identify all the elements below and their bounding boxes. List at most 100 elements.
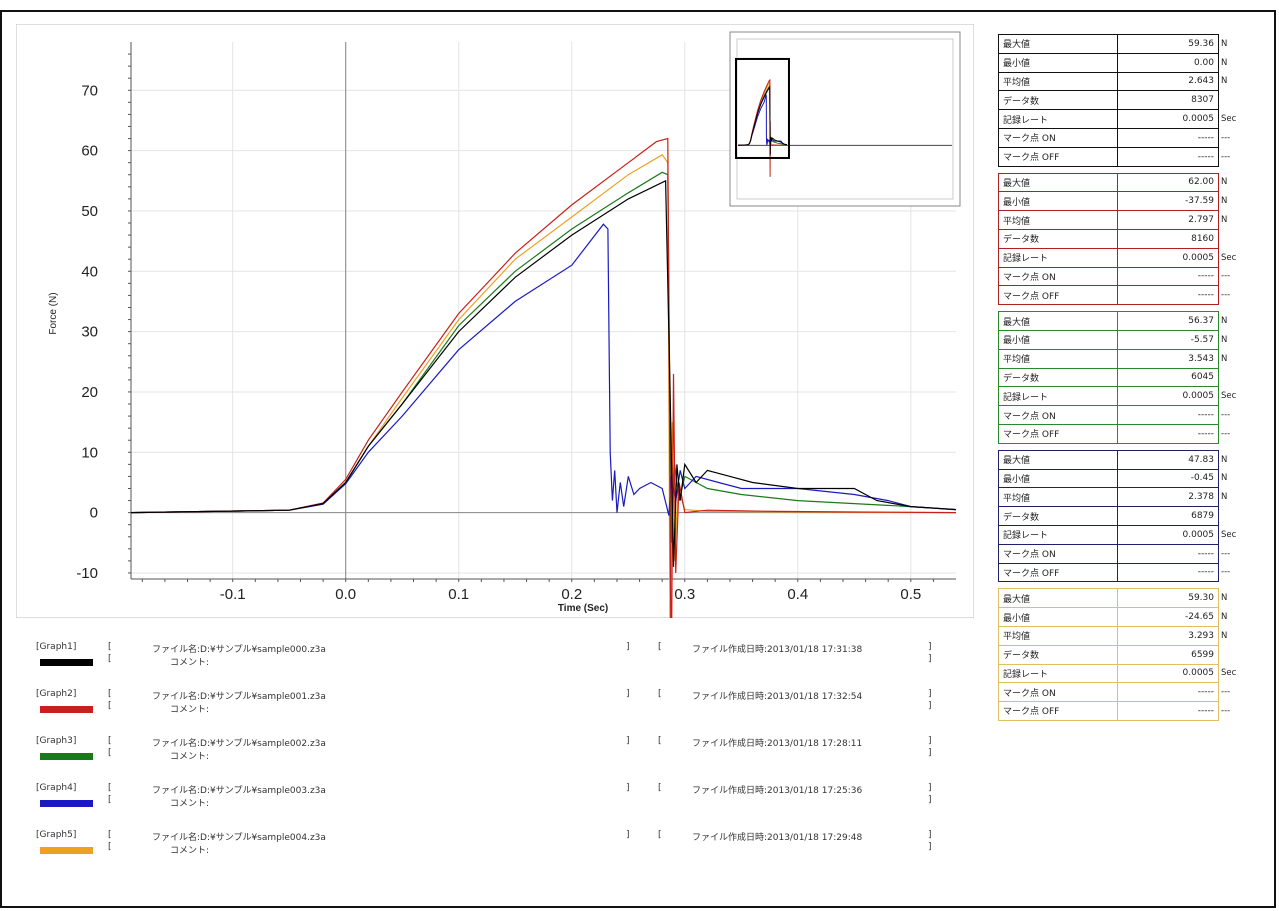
legend-bracket: ] (626, 783, 630, 793)
stats-label: 最小値 (998, 607, 1118, 627)
stats-unit: N (1221, 196, 1228, 207)
legend-color-swatch (40, 847, 93, 854)
stats-label: データ数 (998, 90, 1118, 111)
legend-file-date: ファイル作成日時:2013/01/18 17:29:48 (692, 833, 863, 843)
legend-color-swatch (40, 753, 93, 760)
x-tick-label: 0.3 (674, 586, 695, 603)
x-tick-label: 0.1 (448, 586, 469, 603)
legend-bracket: [ (658, 642, 662, 652)
stats-row: 平均値 2.797 N (998, 210, 1244, 230)
stats-row: 記録レート 0.0005 Sec (998, 524, 1244, 545)
legend-bracket: [ (108, 842, 112, 852)
stats-value: ----- (1117, 127, 1219, 148)
legend-bracket: [ (108, 654, 112, 664)
stats-label: 最小値 (998, 468, 1118, 489)
stats-value: -24.65 (1117, 607, 1219, 627)
legend-bracket: [ (108, 783, 112, 793)
stats-value: 6599 (1117, 644, 1219, 665)
legend-file-date: ファイル作成日時:2013/01/18 17:32:54 (692, 692, 863, 702)
legend-bracket: ] (928, 701, 932, 711)
legend-bracket: ] (928, 654, 932, 664)
stats-value: ----- (1117, 701, 1219, 721)
stats-value: -37.59 (1117, 191, 1219, 212)
statistics-panel: 最大値 59.36 N 最小値 0.00 N 平均値 2.643 N データ数 8307 記録レート 0… (998, 34, 1266, 727)
inset-viewport-box[interactable] (735, 57, 790, 159)
stats-value: 59.36 (1117, 34, 1219, 54)
stats-unit: N (1221, 215, 1228, 226)
legend-bracket: [ (658, 689, 662, 699)
stats-label: マーク点 ON (998, 543, 1118, 564)
stats-table-graph3: 最大値 56.37 N 最小値 -5.57 N 平均値 3.543 N データ数 6045 記録レート… (998, 311, 1244, 444)
plot-area: -0.1 0.0 0.1 0.2 0.3 0.4 0.5 -10 0 10 20 30 40 50 60 70… (15, 23, 975, 694)
stats-table-graph2: 最大値 62.00 N 最小値 -37.59 N 平均値 2.797 N データ数 8160 記録レー… (998, 172, 1244, 306)
stats-label: マーク点 OFF (998, 562, 1118, 583)
stats-unit: --- (1221, 567, 1231, 578)
stats-value: 0.0005 (1117, 109, 1219, 129)
stats-row: 記録レート 0.0005 Sec (998, 386, 1244, 407)
legend-bracket: [ (658, 783, 662, 793)
stats-label: 平均値 (998, 348, 1118, 369)
series-line-graph1 (130, 179, 957, 567)
legend-bracket: ] (928, 642, 932, 652)
legend-graph-name: [Graph1] (36, 642, 77, 652)
stats-unit (1219, 645, 1244, 664)
x-tick-label: -0.1 (220, 586, 246, 603)
stats-label: 最大値 (998, 588, 1118, 609)
stats-row: マーク点 OFF ----- --- (998, 285, 1244, 306)
x-tick-label: 0.5 (900, 586, 921, 603)
stats-unit: N (1221, 316, 1228, 327)
y-tick-label: 20 (81, 384, 98, 401)
legend-bracket: [ (658, 830, 662, 840)
y-tick-label: -10 (76, 565, 98, 582)
stats-row: マーク点 OFF ----- --- (998, 701, 1244, 721)
stats-label: 平均値 (998, 625, 1118, 646)
legend-bracket: ] (626, 736, 630, 746)
stats-unit: N (1221, 492, 1228, 503)
stats-value: 2.797 (1117, 210, 1219, 230)
stats-label: 最大値 (998, 449, 1118, 470)
stats-label: マーク点 OFF (998, 146, 1118, 167)
stats-value: ----- (1117, 405, 1219, 425)
y-tick-label: 60 (81, 143, 98, 160)
stats-row: 最大値 62.00 N (998, 172, 1244, 193)
stats-unit: --- (1221, 290, 1231, 301)
legend-bracket: ] (626, 830, 630, 840)
stats-table-graph4: 最大値 47.83 N 最小値 -0.45 N 平均値 2.378 N データ数 6879 記録レート… (998, 449, 1244, 583)
legend-bracket: [ (108, 642, 112, 652)
series-line-graph2 (130, 137, 957, 694)
stats-value: 3.543 (1117, 348, 1219, 369)
stats-row: マーク点 OFF ----- --- (998, 423, 1244, 444)
stats-value: ----- (1117, 543, 1219, 564)
y-tick-label: 10 (81, 444, 98, 461)
stats-value: 3.293 (1117, 625, 1219, 646)
stats-row: マーク点 ON ----- --- (998, 127, 1244, 148)
stats-value: 6879 (1117, 506, 1219, 526)
legend-bracket: ] (928, 736, 932, 746)
legend-comment: コメント: (170, 799, 210, 809)
stats-row: 最小値 0.00 N (998, 52, 1244, 73)
legend-comment: コメント: (170, 658, 210, 668)
stats-unit: --- (1221, 687, 1231, 698)
legend-file-date: ファイル作成日時:2013/01/18 17:28:11 (692, 739, 863, 749)
legend-file-date: ファイル作成日時:2013/01/18 17:25:36 (692, 786, 863, 796)
stats-value: 2.378 (1117, 487, 1219, 508)
stats-unit: N (1221, 473, 1228, 484)
stats-row: 平均値 3.543 N (998, 348, 1244, 369)
stats-unit: Sec (1221, 668, 1237, 679)
stats-value: 8160 (1117, 228, 1219, 249)
stats-label: マーク点 ON (998, 127, 1118, 148)
stats-unit (1219, 91, 1244, 110)
stats-unit: --- (1221, 151, 1231, 162)
legend-color-swatch (40, 800, 93, 807)
stats-label: マーク点 ON (998, 405, 1118, 425)
legend-bracket: ] (626, 642, 630, 652)
stats-label: データ数 (998, 506, 1118, 526)
stats-value: ----- (1117, 146, 1219, 167)
stats-row: マーク点 ON ----- --- (998, 682, 1244, 703)
stats-unit (1219, 229, 1244, 248)
stats-table-graph1: 最大値 59.36 N 最小値 0.00 N 平均値 2.643 N データ数 8307 記録レート 0… (998, 34, 1244, 167)
legend-file-name: ファイル名:D:¥サンプル¥sample000.z3a (152, 645, 326, 655)
stats-label: データ数 (998, 367, 1118, 388)
stats-value: 0.0005 (1117, 247, 1219, 268)
legend-bracket: [ (108, 830, 112, 840)
